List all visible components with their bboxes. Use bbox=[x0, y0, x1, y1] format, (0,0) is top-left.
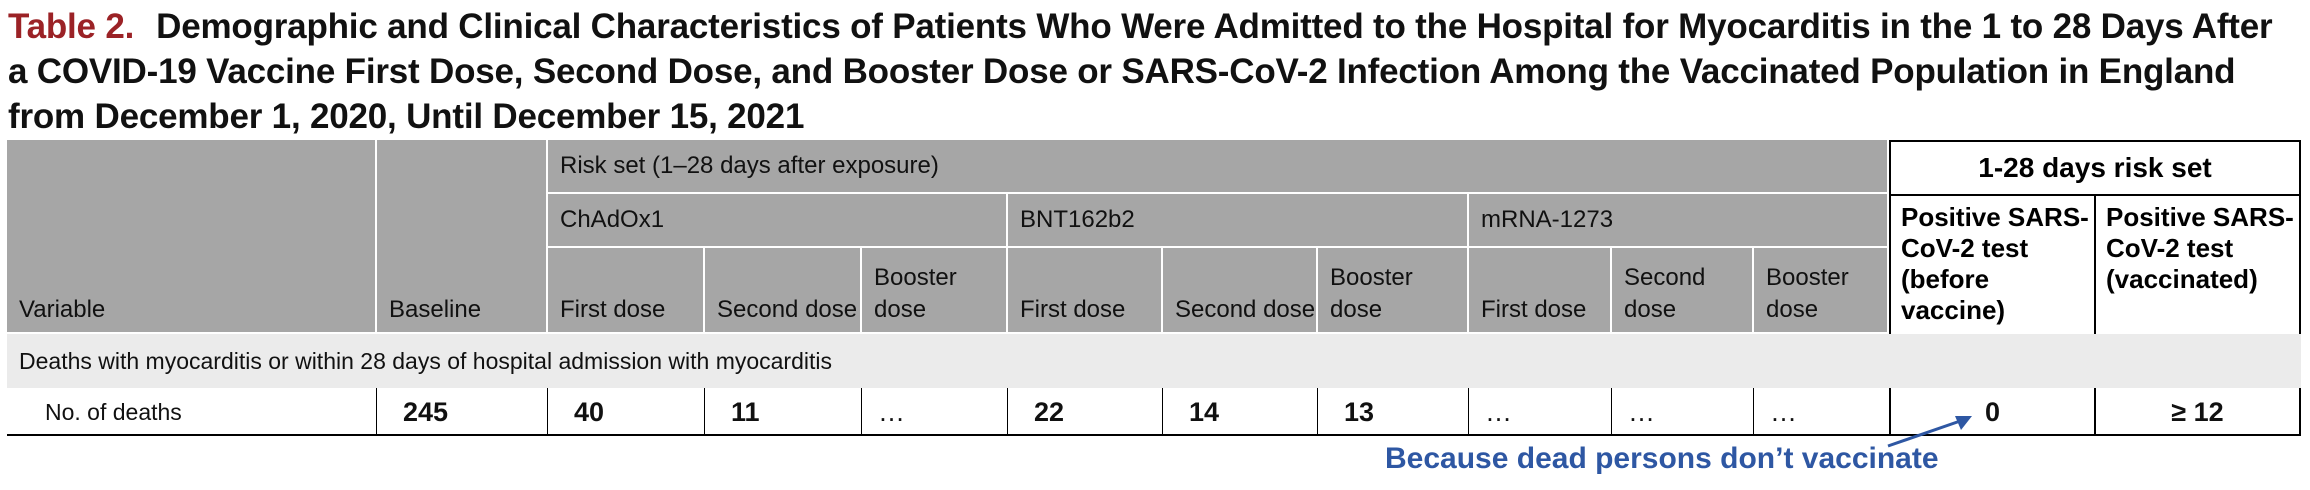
cell-value: … bbox=[862, 388, 1008, 436]
header-vaccine-chadox1: ChAdOx1 bbox=[548, 194, 1008, 248]
header-variable: Variable bbox=[7, 140, 377, 334]
annotation-text: Because dead persons don’t vaccinate bbox=[1385, 442, 1939, 475]
cell-baseline: 245 bbox=[377, 388, 548, 436]
table-caption: Demographic and Clinical Characteristics… bbox=[8, 7, 2273, 136]
table-number: Table 2. bbox=[8, 7, 135, 46]
cell-value: … bbox=[1770, 396, 1797, 427]
cell-positive-before: 0 bbox=[1889, 388, 2096, 436]
header-dose: Booster dose bbox=[1754, 248, 1889, 334]
cell-value: 11 bbox=[705, 388, 862, 436]
header-vaccine-bnt162b2: BNT162b2 bbox=[1008, 194, 1469, 248]
cell-value: 22 bbox=[1008, 388, 1163, 436]
cell-value: 13 bbox=[1318, 388, 1469, 436]
cell-value: 40 bbox=[548, 388, 705, 436]
cell-positive-vaccinated: ≥ 12 bbox=[2096, 388, 2301, 436]
header-risk-set: Risk set (1–28 days after exposure) bbox=[548, 140, 1889, 194]
header-dose: First dose bbox=[548, 248, 705, 334]
row-label: No. of deaths bbox=[7, 388, 377, 436]
header-dose: First dose bbox=[1008, 248, 1163, 334]
header-dose: Second dose bbox=[705, 248, 862, 334]
header-vaccine-mrna1273: mRNA-1273 bbox=[1469, 194, 1889, 248]
cell-value: … bbox=[1469, 388, 1612, 436]
header-dose: Second dose bbox=[1163, 248, 1318, 334]
header-dose: Booster dose bbox=[862, 248, 1008, 334]
header-positive-before: Positive SARS-CoV-2 test (before vaccine… bbox=[1889, 194, 2096, 334]
cell-value: … bbox=[1612, 388, 1754, 436]
table-row: No. of deaths 245 40 11 … 22 14 13 … … …… bbox=[7, 388, 2301, 436]
header-risk-set-right: 1-28 days risk set bbox=[1889, 140, 2301, 194]
cell-value: 14 bbox=[1163, 388, 1318, 436]
header-dose: First dose bbox=[1469, 248, 1612, 334]
header-dose: Booster dose bbox=[1318, 248, 1469, 334]
header-baseline: Baseline bbox=[377, 140, 548, 334]
header-positive-vaccinated: Positive SARS-CoV-2 test (vaccinated) bbox=[2096, 194, 2301, 334]
results-table: Variable Baseline Risk set (1–28 days af… bbox=[7, 140, 2301, 436]
section-row: Deaths with myocarditis or within 28 day… bbox=[7, 334, 2301, 388]
table-title: Table 2. Demographic and Clinical Charact… bbox=[8, 4, 2298, 139]
header-dose: Second dose bbox=[1612, 248, 1754, 334]
